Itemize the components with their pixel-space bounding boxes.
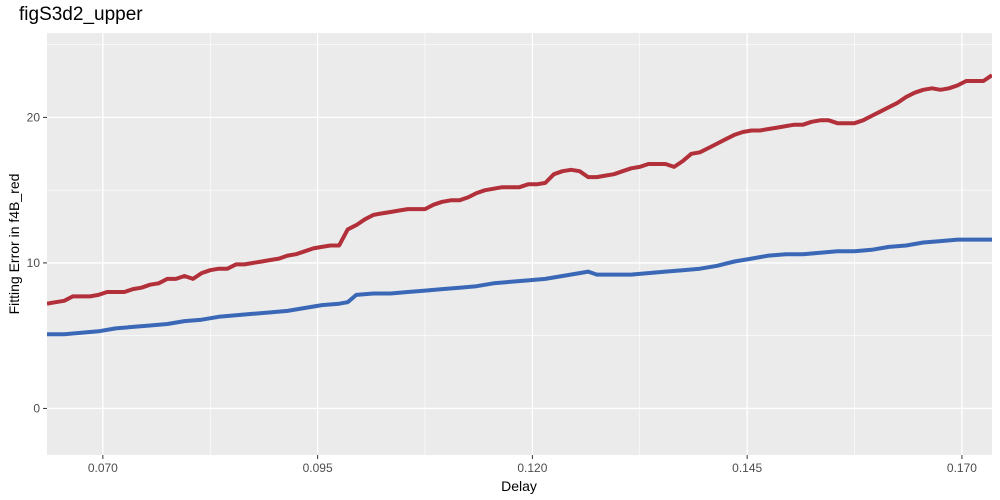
chart-title: figS3d2_upper [19, 4, 143, 25]
x-tick-label: 0.170 [947, 461, 977, 475]
y-axis-title: Fitting Error in f4B_red [6, 174, 22, 315]
x-tick-label: 0.070 [88, 461, 118, 475]
x-tick-label: 0.120 [517, 461, 547, 475]
series-layer [47, 73, 992, 337]
series-line-blue [47, 237, 992, 337]
y-tick-label: 20 [27, 110, 41, 124]
minor-gridlines [47, 33, 992, 455]
y-tick-label: 10 [27, 256, 41, 270]
x-tick-label: 0.095 [303, 461, 333, 475]
plot-panel [47, 33, 992, 455]
y-axis: 0 10 20 [27, 110, 47, 415]
major-gridlines [47, 33, 992, 455]
x-axis: 0.070 0.095 0.120 0.145 0.170 [88, 455, 977, 475]
y-tick-label: 0 [33, 401, 40, 415]
x-tick-label: 0.145 [732, 461, 762, 475]
x-axis-title: Delay [501, 478, 537, 494]
series-line-red [47, 73, 992, 306]
